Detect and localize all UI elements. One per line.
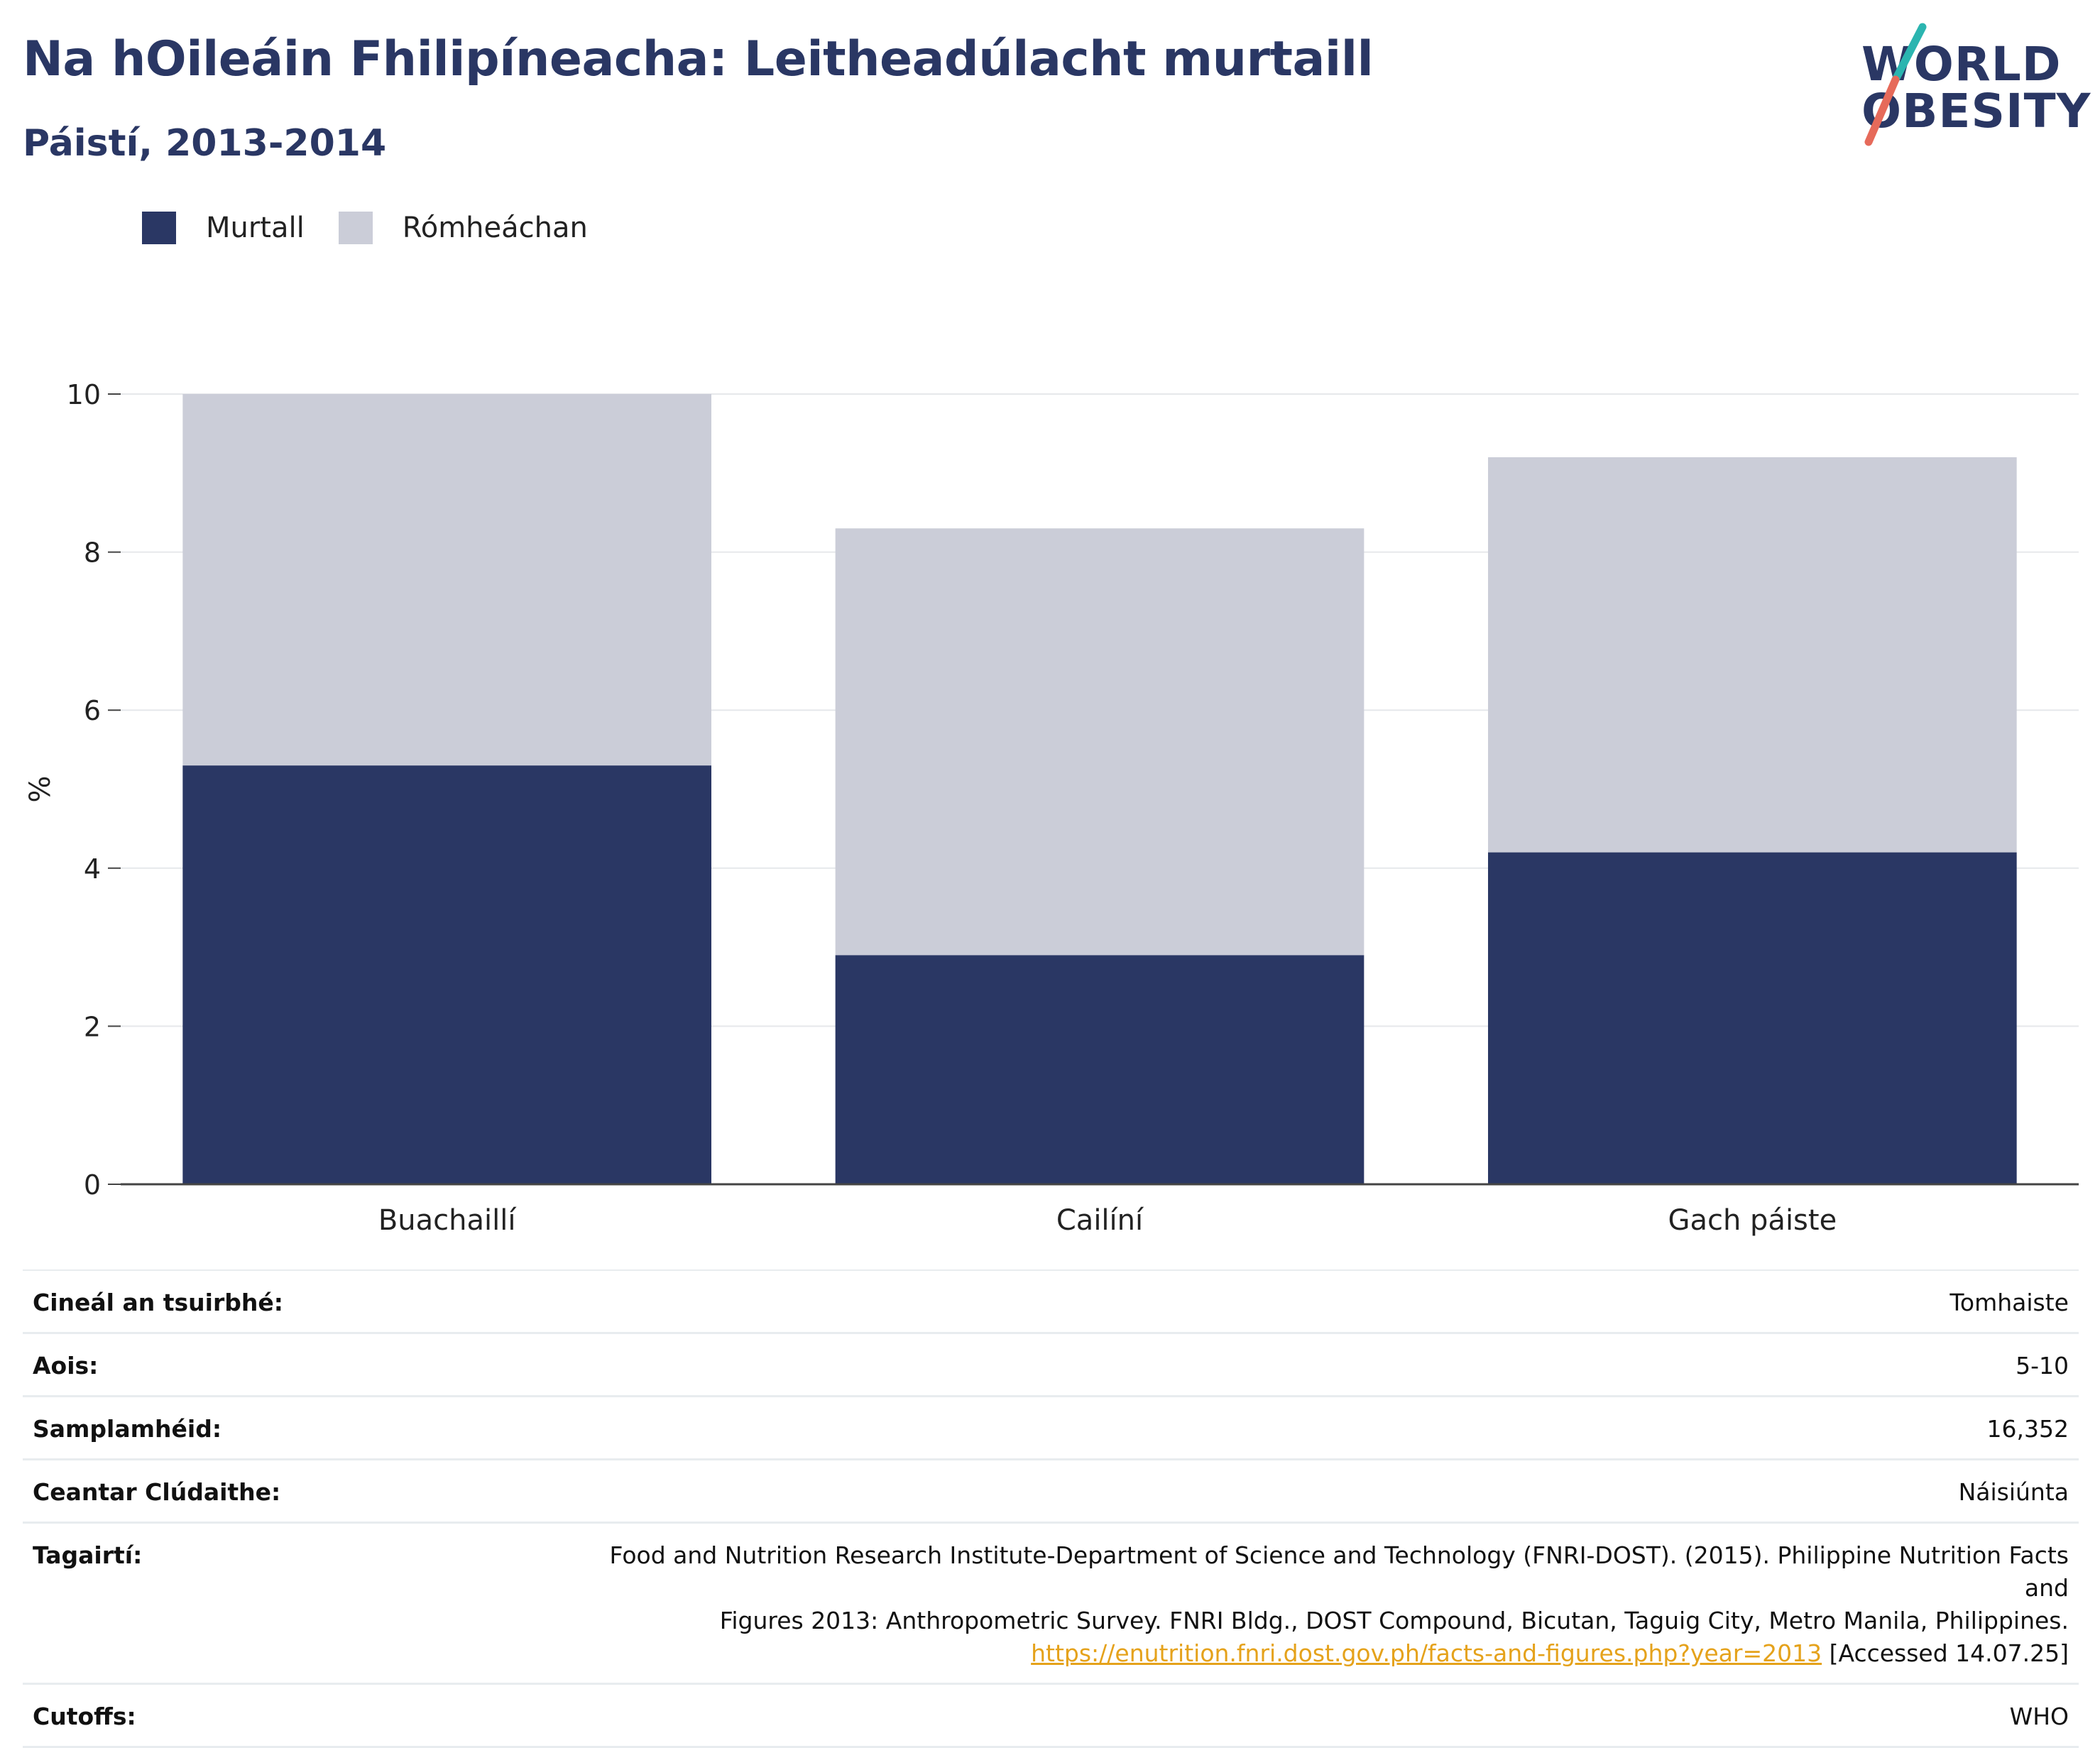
bar-overweight: [182, 394, 711, 766]
reference-line2: Figures 2013: Anthropometric Survey. FNR…: [719, 1607, 2069, 1634]
y-axis-label: %: [24, 775, 57, 802]
y-tick-label: 4: [84, 853, 101, 885]
bar-overweight: [1488, 457, 2017, 853]
world-obesity-logo: WORLD OBESITY: [1853, 21, 2090, 149]
stacked-bar-chart: 0 2 4 6 8 10% Buachaillí Cailíní Gach páiste: [24, 379, 2079, 1237]
info-key: Cutoffs:: [33, 1703, 136, 1730]
chart-title: Na hOileáin Fhilipíneacha: Leitheadúlach…: [23, 31, 1374, 87]
info-key: Cineál an tsuirbhé:: [33, 1289, 283, 1316]
y-tick-label: 8: [84, 537, 101, 569]
legend-swatch-overweight: [338, 212, 373, 244]
info-key: Samplamhéid:: [33, 1415, 222, 1443]
info-row-area-covered: Ceantar Clúdaithe: Náisiúnta: [23, 1460, 2079, 1524]
logo-slash-icon: [1864, 23, 1927, 146]
info-row-cutoffs: Cutoffs: WHO: [23, 1685, 2079, 1748]
x-tick-label: Buachaillí: [378, 1204, 518, 1237]
info-value: 5-10: [2016, 1352, 2069, 1380]
info-key: Tagairtí:: [33, 1541, 143, 1569]
reference-line1: Food and Nutrition Research Institute-De…: [609, 1541, 2069, 1602]
x-tick-label: Cailíní: [1056, 1204, 1144, 1237]
legend-item-overweight: Rómheáchan: [338, 212, 588, 244]
y-tick-label: 10: [67, 379, 101, 410]
survey-info-table: Cineál an tsuirbhé: Tomhaiste Aois: 5-10…: [23, 1269, 2079, 1748]
info-value: 16,352: [1986, 1415, 2069, 1443]
logo-line2: OBESITY: [1861, 84, 2091, 138]
y-tick-label: 2: [84, 1011, 101, 1042]
info-value: Tomhaiste: [1949, 1289, 2069, 1316]
info-row-survey-type: Cineál an tsuirbhé: Tomhaiste: [23, 1271, 2079, 1334]
info-key: Aois:: [33, 1352, 99, 1380]
legend-label-obese: Murtall: [206, 212, 305, 244]
info-row-references: Tagairtí: Food and Nutrition Research In…: [23, 1524, 2079, 1685]
x-tick-label: Gach páiste: [1668, 1204, 1837, 1237]
legend-swatch-obese: [142, 212, 176, 244]
bar-obese: [182, 765, 711, 1184]
chart-legend: Murtall Rómheáchan: [142, 212, 622, 244]
bar-obese: [1488, 852, 2017, 1184]
reference-link[interactable]: https://enutrition.fnri.dost.gov.ph/fact…: [1031, 1639, 1822, 1667]
info-row-sample-size: Samplamhéid: 16,352: [23, 1397, 2079, 1460]
y-tick-label: 6: [84, 695, 101, 726]
legend-label-overweight: Rómheáchan: [402, 212, 588, 244]
bar-obese: [835, 955, 1365, 1184]
reference-accessed: [Accessed 14.07.25]: [1822, 1639, 2069, 1667]
info-value: WHO: [2009, 1703, 2069, 1730]
bar-overweight: [835, 528, 1365, 956]
info-key: Ceantar Clúdaithe:: [33, 1478, 281, 1506]
info-row-age: Aois: 5-10: [23, 1334, 2079, 1397]
chart-subtitle: Páistí, 2013-2014: [23, 122, 387, 165]
info-value: Náisiúnta: [1958, 1478, 2069, 1506]
y-tick-label: 0: [84, 1169, 101, 1201]
legend-item-obese: Murtall: [142, 212, 305, 244]
reference-text: Food and Nutrition Research Institute-De…: [578, 1539, 2069, 1670]
